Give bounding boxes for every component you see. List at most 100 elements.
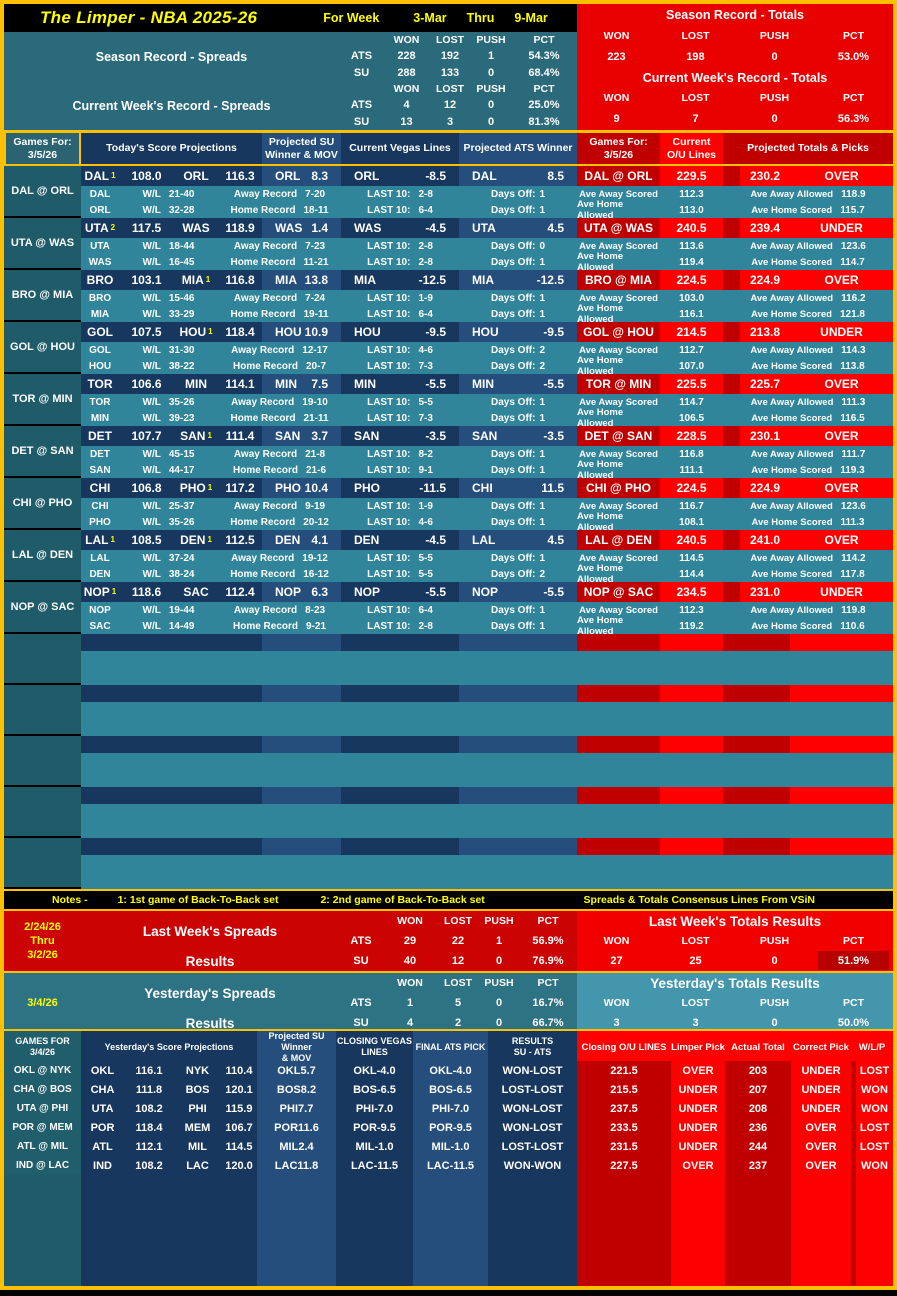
correct-pick: UNDER [791,1099,851,1118]
ave-home-allowed-label: Ave Home Allowed [577,563,660,585]
away-team-cell: DAL 1 [81,166,119,186]
wlp-header: W/L/P [851,1031,893,1064]
line-value: 2.4 [298,1140,314,1153]
results-table-header: GAMES FOR 3/4/26 Yesterday's Score Proje… [4,1031,893,1064]
ou-line-value: 240.5 [660,530,723,550]
home-proj-score: 118.9 [218,218,262,238]
ave-home-scored-label: Ave Home Scored [751,204,833,216]
closing-vegas-line: PHI -7.0 [336,1099,413,1118]
record-label: Away Record [233,292,298,304]
wl-record: W/L 25-37 [119,498,218,514]
col-push: PUSH [759,996,790,1009]
ave-away-allowed-label: Ave Away Allowed [750,604,834,616]
matchup-label: CHI @ PHO [4,478,81,530]
away-proj: 118.4 [124,1118,174,1137]
su-pct: 76.9% [532,955,564,967]
team-abbr: ORL [81,202,119,218]
line-value: 10.9 [304,325,328,339]
games-for-header-2: Games For: 3/5/26 [577,133,660,164]
last10-value: 1-9 [418,292,433,304]
band [791,1175,851,1286]
last10-value: 5-5 [418,552,433,564]
ats-lost: 5 [454,997,462,1009]
days-off: Days Off: 1 [459,410,577,426]
band [577,1175,671,1286]
last10-label: LAST 10: [367,240,411,252]
projected-total-value: 231.0 [723,582,790,602]
su-push: 0 [495,955,503,967]
totals-lost: 7 [692,113,699,125]
col-lost: LOST [444,915,472,927]
line-value: 11.8 [297,1159,319,1172]
actual-total: 203 [725,1061,791,1080]
home-proj-score: 112.5 [218,530,262,550]
team-abbr: LAC [426,1159,450,1172]
wl-record: W/L 37-24 [119,550,218,566]
ats-lost: 192 [440,50,460,63]
games-for-header: GAMES FOR 3/4/26 [4,1031,81,1064]
ave-home-allowed-value: 116.1 [660,306,723,322]
closing-ou-value: 237.5 [577,1099,671,1118]
home-abbr: PHI [174,1099,221,1118]
correct-pick: OVER [791,1137,851,1156]
totals-won: 223 [607,50,626,63]
days-off-label: Days Off: [490,292,536,304]
band [341,634,459,651]
band [577,685,660,702]
ave-away-allowed-label: Ave Away Allowed [750,552,834,564]
team-abbr: HOU [472,325,499,339]
last10-value: 6-4 [418,308,433,320]
su-won: 13 [400,115,413,128]
actual-total: 208 [725,1099,791,1118]
wl-label: W/L [142,412,161,424]
correct-pick: UNDER [791,1080,851,1099]
matchup-label: POR @ MEM [4,1118,81,1137]
projected-total-value: 224.9 [723,478,790,498]
yesterday-totals-panel: Yesterday's Totals Results WON LOST PUSH… [577,973,893,1029]
ou-line-value: 224.5 [660,478,723,498]
ave-away-scored-value: 112.7 [660,342,723,358]
days-off-value: 1 [539,396,545,408]
result-row: UTA @ PHI UTA 108.2 PHI 115.9 PHI 7.7 PHI -7.0 PH… [4,1099,893,1118]
su-winner-pick: OKL 5.7 [257,1061,336,1080]
days-off-label: Days Off: [490,500,536,512]
team-abbr: HOU [81,358,119,374]
away-record: Away Record 19-12 [218,550,341,566]
home-proj: 115.9 [221,1099,257,1118]
away-proj-score: 108.0 [119,166,174,186]
su-winner-pick: POR 11.6 [257,1118,336,1137]
week-spreads-label: Current Week's Record - Spreads [72,98,271,113]
last10-value: 5-5 [418,568,433,580]
matchup-label: NOP @ SAC [4,582,81,634]
result-su-ats: LOST-LOST [488,1080,577,1099]
line-value: 13.8 [304,273,328,287]
wl-value: 19-44 [168,604,195,616]
result-row: POR @ MEM POR 118.4 MEM 106.7 POR 11.6 POR -9.5 P… [4,1118,893,1137]
band [660,838,723,855]
line-value: 6.3 [311,585,328,599]
team-abbr: SAN [472,429,498,443]
away-proj: 116.1 [124,1061,174,1080]
su-label: SU [353,115,370,128]
final-ats-pick-header: FINAL ATS PICK [413,1031,488,1064]
vegas-line: WAS -4.5 [341,218,459,238]
team-abbr: SAC [183,585,209,599]
week-start-date: 3-Mar [413,11,447,25]
empty-game-body [4,702,893,736]
ave-away-scored-label: Ave Away Scored [577,602,660,618]
ave-home-allowed-label: Ave Home Allowed [577,615,660,637]
ou-line-value: 229.5 [660,166,723,186]
actual-total-header: Actual Total [725,1031,791,1064]
su-push: 0 [487,66,495,79]
correct-pick: OVER [791,1118,851,1137]
away-proj-score: 108.5 [119,530,174,550]
ave-away-scored-label: Ave Away Scored [577,394,660,410]
ave-away-scored-value: 113.6 [660,238,723,254]
ave-home-allowed-value: 113.0 [660,202,723,218]
record-value: 21-6 [306,464,327,476]
team-abbr: MIA [81,306,119,322]
totals-picks-header: Projected Totals & Picks [723,133,893,164]
wl-record: W/L 18-44 [119,238,218,254]
ave-home-scored-label: Ave Home Scored [751,256,833,268]
ats-won: 29 [403,935,417,947]
